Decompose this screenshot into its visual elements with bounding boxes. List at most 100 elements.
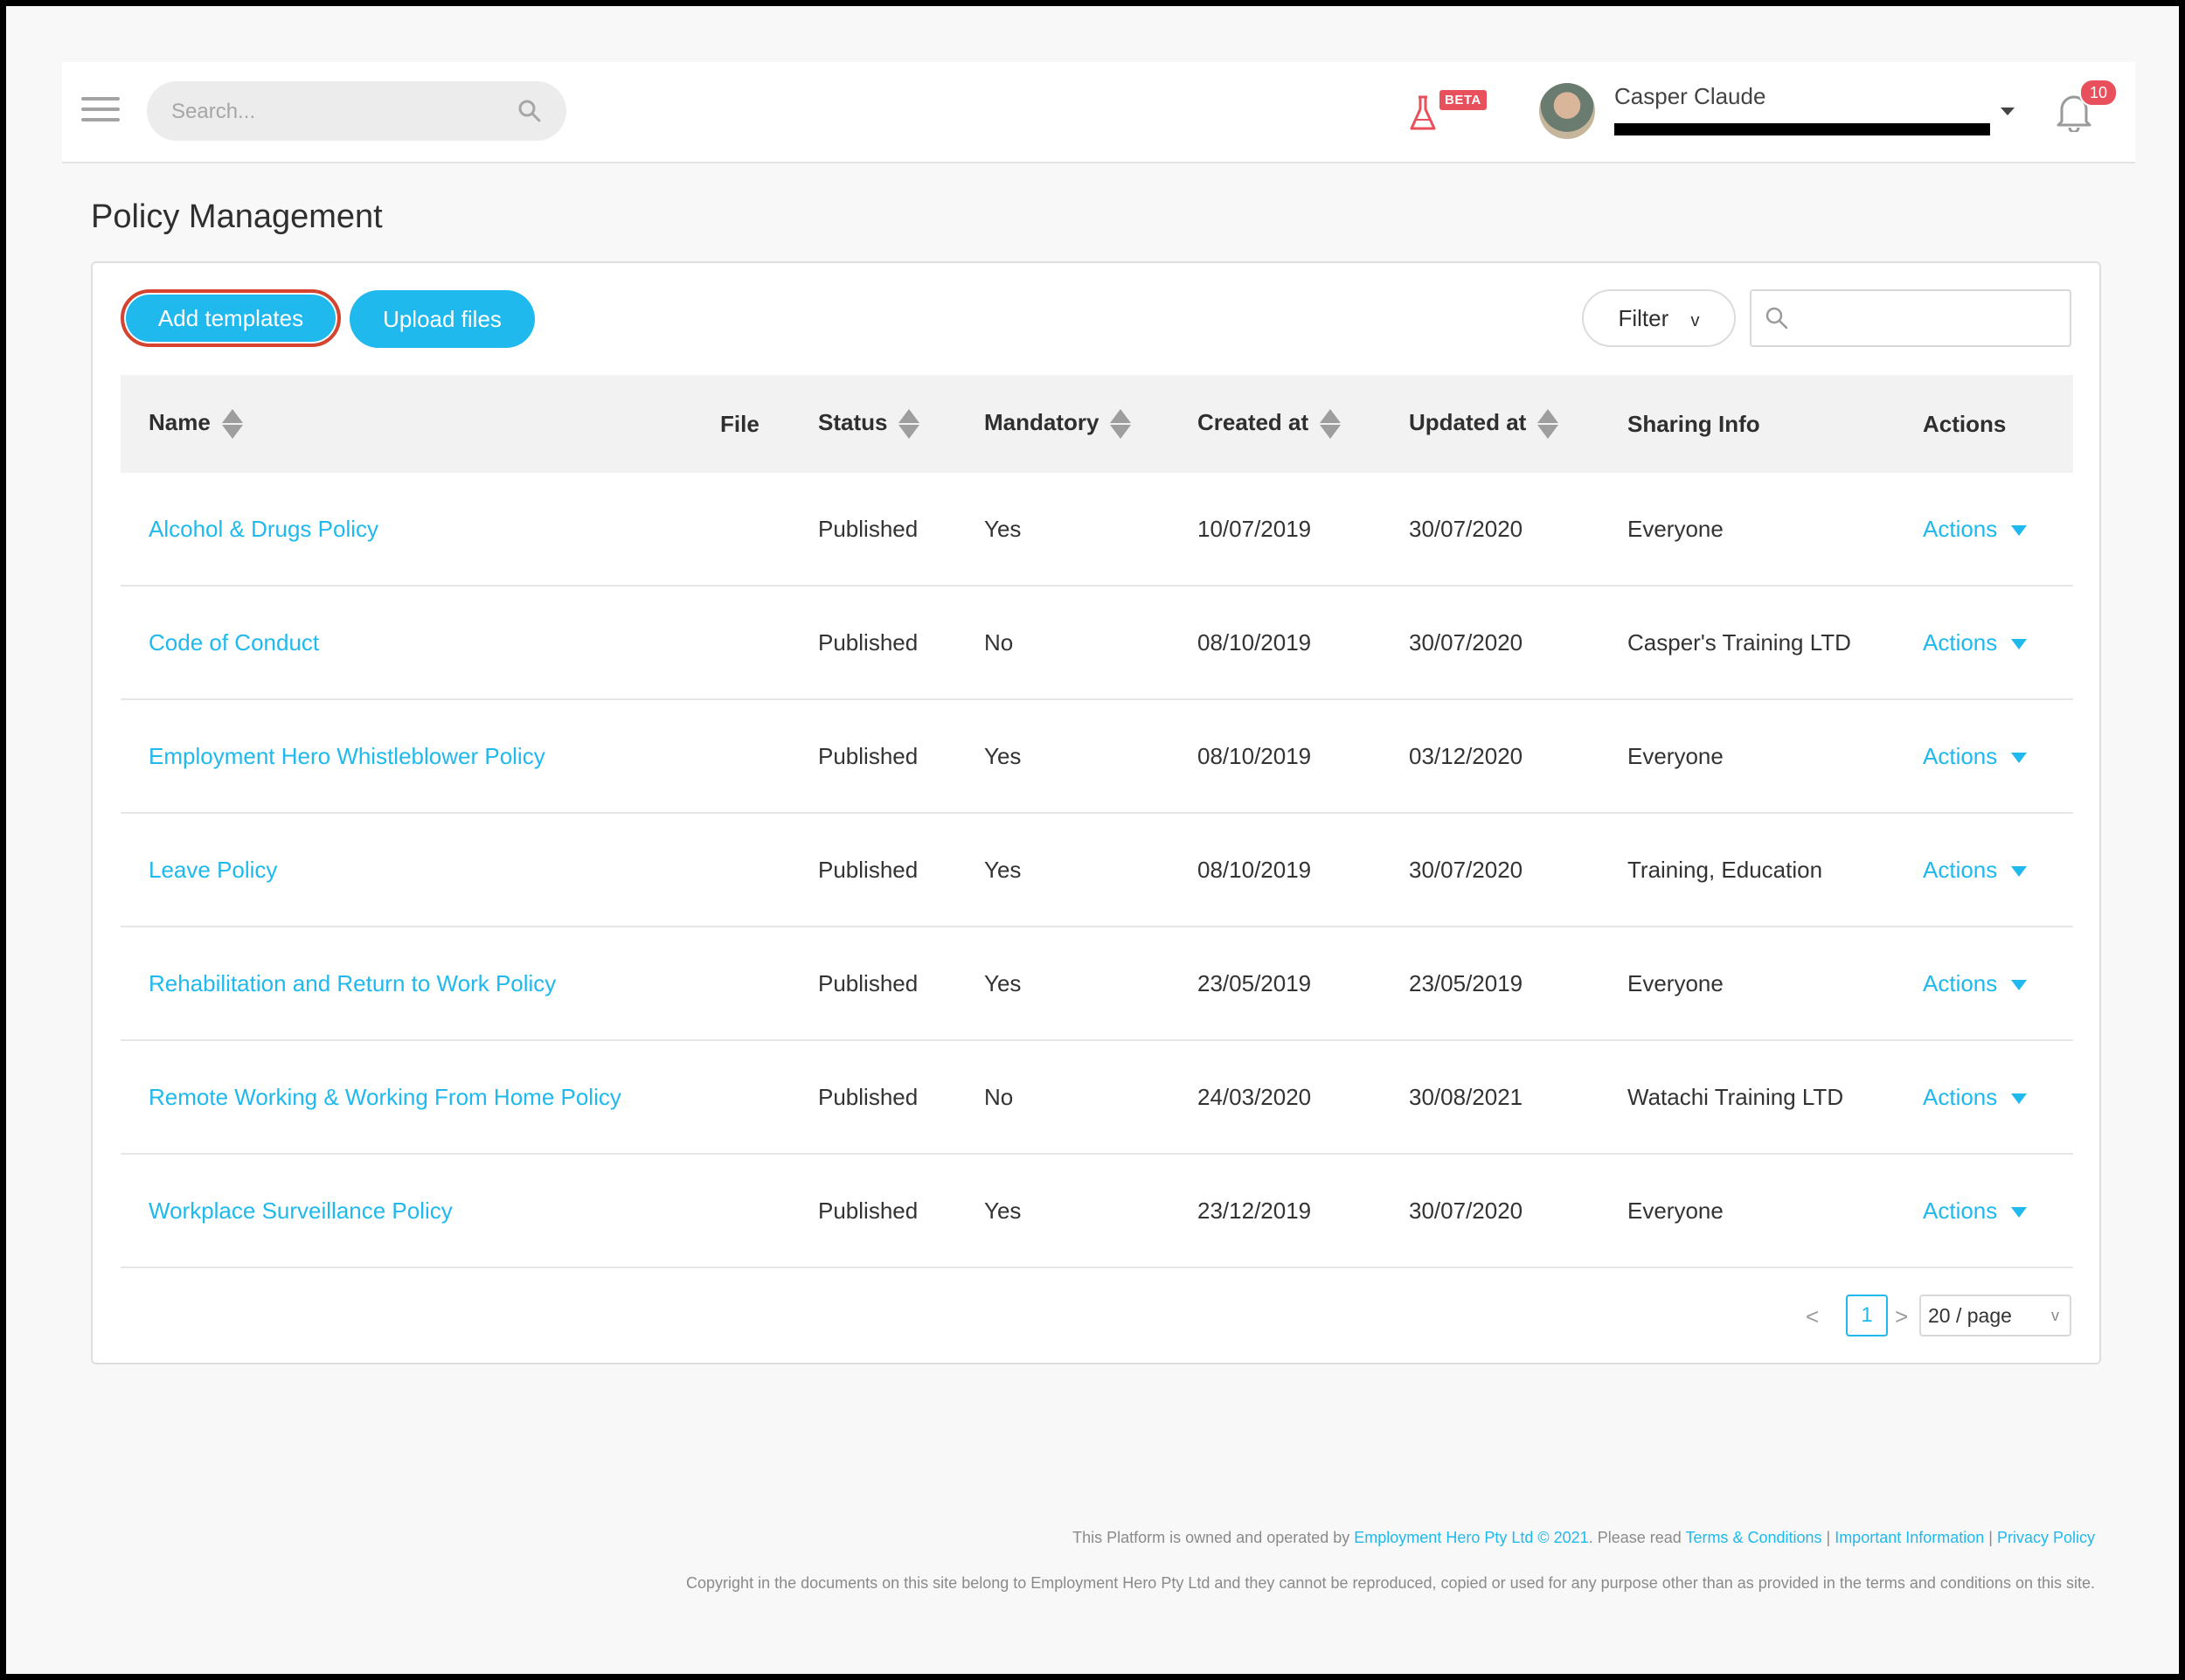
actions-dropdown[interactable]: Actions [1923, 857, 2028, 883]
column-header-name[interactable]: Name [121, 375, 692, 473]
policy-name-link[interactable]: Rehabilitation and Return to Work Policy [149, 969, 557, 996]
actions-dropdown[interactable]: Actions [1923, 1084, 2028, 1110]
status-cell: Published [790, 1040, 956, 1155]
table-row: Workplace Surveillance Policy Published … [121, 1154, 2073, 1268]
file-cell [692, 927, 790, 1041]
mandatory-cell: No [956, 586, 1169, 700]
column-header-mandatory[interactable]: Mandatory [956, 375, 1169, 473]
page-title: Policy Management [91, 198, 383, 235]
sort-icon[interactable] [221, 407, 244, 441]
user-name: Casper Claude [1614, 83, 1766, 109]
dropdown-caret-icon [2011, 1093, 2028, 1104]
mandatory-cell: Yes [956, 699, 1169, 814]
policy-name-link[interactable]: Employment Hero Whistleblower Policy [149, 742, 545, 769]
policy-name-link[interactable]: Leave Policy [149, 856, 278, 883]
filter-button[interactable]: Filter v [1582, 289, 1736, 347]
chevron-down-icon: v [2051, 1307, 2059, 1324]
prev-page-button[interactable]: < [1806, 1303, 1820, 1329]
global-search-input[interactable] [170, 94, 505, 130]
sort-icon[interactable] [1109, 407, 1132, 441]
column-header-actions: Actions [1895, 375, 2073, 473]
actions-dropdown[interactable]: Actions [1923, 516, 2028, 542]
mandatory-cell: Yes [956, 927, 1169, 1041]
beta-features-button[interactable]: BETA [1408, 88, 1504, 132]
sharing-cell: Everyone [1599, 473, 1895, 587]
dropdown-caret-icon [2011, 1206, 2028, 1218]
table-row: Code of Conduct Published No 08/10/2019 … [121, 586, 2073, 700]
footer-line-1: This Platform is owned and operated by E… [1072, 1529, 2095, 1546]
actions-dropdown[interactable]: Actions [1923, 1198, 2028, 1224]
created-cell: 23/12/2019 [1169, 1154, 1381, 1268]
status-cell: Published [790, 586, 956, 700]
table-search [1750, 289, 2071, 347]
column-header-status[interactable]: Status [790, 375, 956, 473]
updated-cell: 30/07/2020 [1381, 586, 1599, 700]
upload-files-button[interactable]: Upload files [350, 290, 535, 348]
table-row: Remote Working & Working From Home Polic… [121, 1040, 2073, 1155]
column-header-updated-at[interactable]: Updated at [1381, 375, 1599, 473]
status-cell: Published [790, 473, 956, 587]
status-cell: Published [790, 699, 956, 814]
filter-label: Filter [1618, 304, 1669, 331]
avatar [1539, 83, 1595, 139]
policy-name-link[interactable]: Workplace Surveillance Policy [149, 1197, 453, 1224]
user-menu[interactable]: Casper Claude [1539, 80, 2029, 144]
terms-link[interactable]: Terms & Conditions [1685, 1529, 1822, 1546]
sharing-cell: Watachi Training LTD [1599, 1040, 1895, 1155]
updated-cell: 30/07/2020 [1381, 813, 1599, 927]
current-page-button[interactable]: 1 [1846, 1295, 1888, 1336]
bell-icon [2055, 90, 2093, 136]
status-cell: Published [790, 813, 956, 927]
hamburger-menu-icon[interactable] [81, 97, 120, 125]
next-page-button[interactable]: > [1895, 1303, 1909, 1329]
file-cell [692, 586, 790, 700]
add-templates-button[interactable]: Add templates [121, 289, 341, 347]
mandatory-cell: Yes [956, 813, 1169, 927]
sharing-cell: Everyone [1599, 1154, 1895, 1268]
table-row: Employment Hero Whistleblower Policy Pub… [121, 699, 2073, 814]
column-header-sharing-info: Sharing Info [1599, 375, 1895, 473]
actions-dropdown[interactable]: Actions [1923, 743, 2028, 769]
policy-name-link[interactable]: Remote Working & Working From Home Polic… [149, 1083, 621, 1110]
company-link[interactable]: Employment Hero Pty Ltd © 2021 [1354, 1529, 1589, 1546]
sort-icon[interactable] [1536, 407, 1559, 441]
dropdown-caret-icon [2011, 979, 2028, 990]
global-search [147, 81, 566, 141]
sharing-cell: Training, Education [1599, 813, 1895, 927]
page-size-value: 20 / page [1928, 1304, 2012, 1327]
sharing-cell: Casper's Training LTD [1599, 586, 1895, 700]
mandatory-cell: No [956, 1040, 1169, 1155]
sort-icon[interactable] [898, 407, 920, 441]
actions-dropdown[interactable]: Actions [1923, 629, 2028, 656]
policy-name-link[interactable]: Code of Conduct [149, 628, 320, 656]
column-header-file: File [692, 375, 790, 473]
actions-dropdown[interactable]: Actions [1923, 970, 2028, 996]
policy-name-link[interactable]: Alcohol & Drugs Policy [149, 515, 378, 542]
search-icon[interactable] [517, 99, 542, 128]
search-icon [1764, 305, 1790, 336]
sharing-cell: Everyone [1599, 699, 1895, 814]
policy-table: Name File Status Mandatory Created at Up… [121, 375, 2073, 1268]
table-row: Leave Policy Published Yes 08/10/2019 30… [121, 813, 2073, 927]
created-cell: 08/10/2019 [1169, 813, 1381, 927]
mandatory-cell: Yes [956, 1154, 1169, 1268]
page-size-select[interactable]: 20 / page v [1919, 1295, 2071, 1336]
footer-copyright: Copyright in the documents on this site … [686, 1574, 2095, 1592]
sort-icon[interactable] [1319, 407, 1342, 441]
table-search-input[interactable] [1800, 300, 2057, 337]
notifications-button[interactable]: 10 [2055, 79, 2118, 137]
redacted-email [1614, 123, 1990, 135]
updated-cell: 23/05/2019 [1381, 927, 1599, 1041]
file-cell [692, 1154, 790, 1268]
status-cell: Published [790, 1154, 956, 1268]
dropdown-caret-icon [2011, 752, 2028, 763]
updated-cell: 30/08/2021 [1381, 1040, 1599, 1155]
updated-cell: 03/12/2020 [1381, 699, 1599, 814]
table-row: Rehabilitation and Return to Work Policy… [121, 927, 2073, 1041]
privacy-policy-link[interactable]: Privacy Policy [1996, 1529, 2095, 1546]
chevron-down-icon[interactable] [2001, 108, 2015, 115]
file-cell [692, 813, 790, 927]
column-header-created-at[interactable]: Created at [1169, 375, 1381, 473]
table-row: Alcohol & Drugs Policy Published Yes 10/… [121, 473, 2073, 587]
important-information-link[interactable]: Important Information [1835, 1529, 1985, 1546]
